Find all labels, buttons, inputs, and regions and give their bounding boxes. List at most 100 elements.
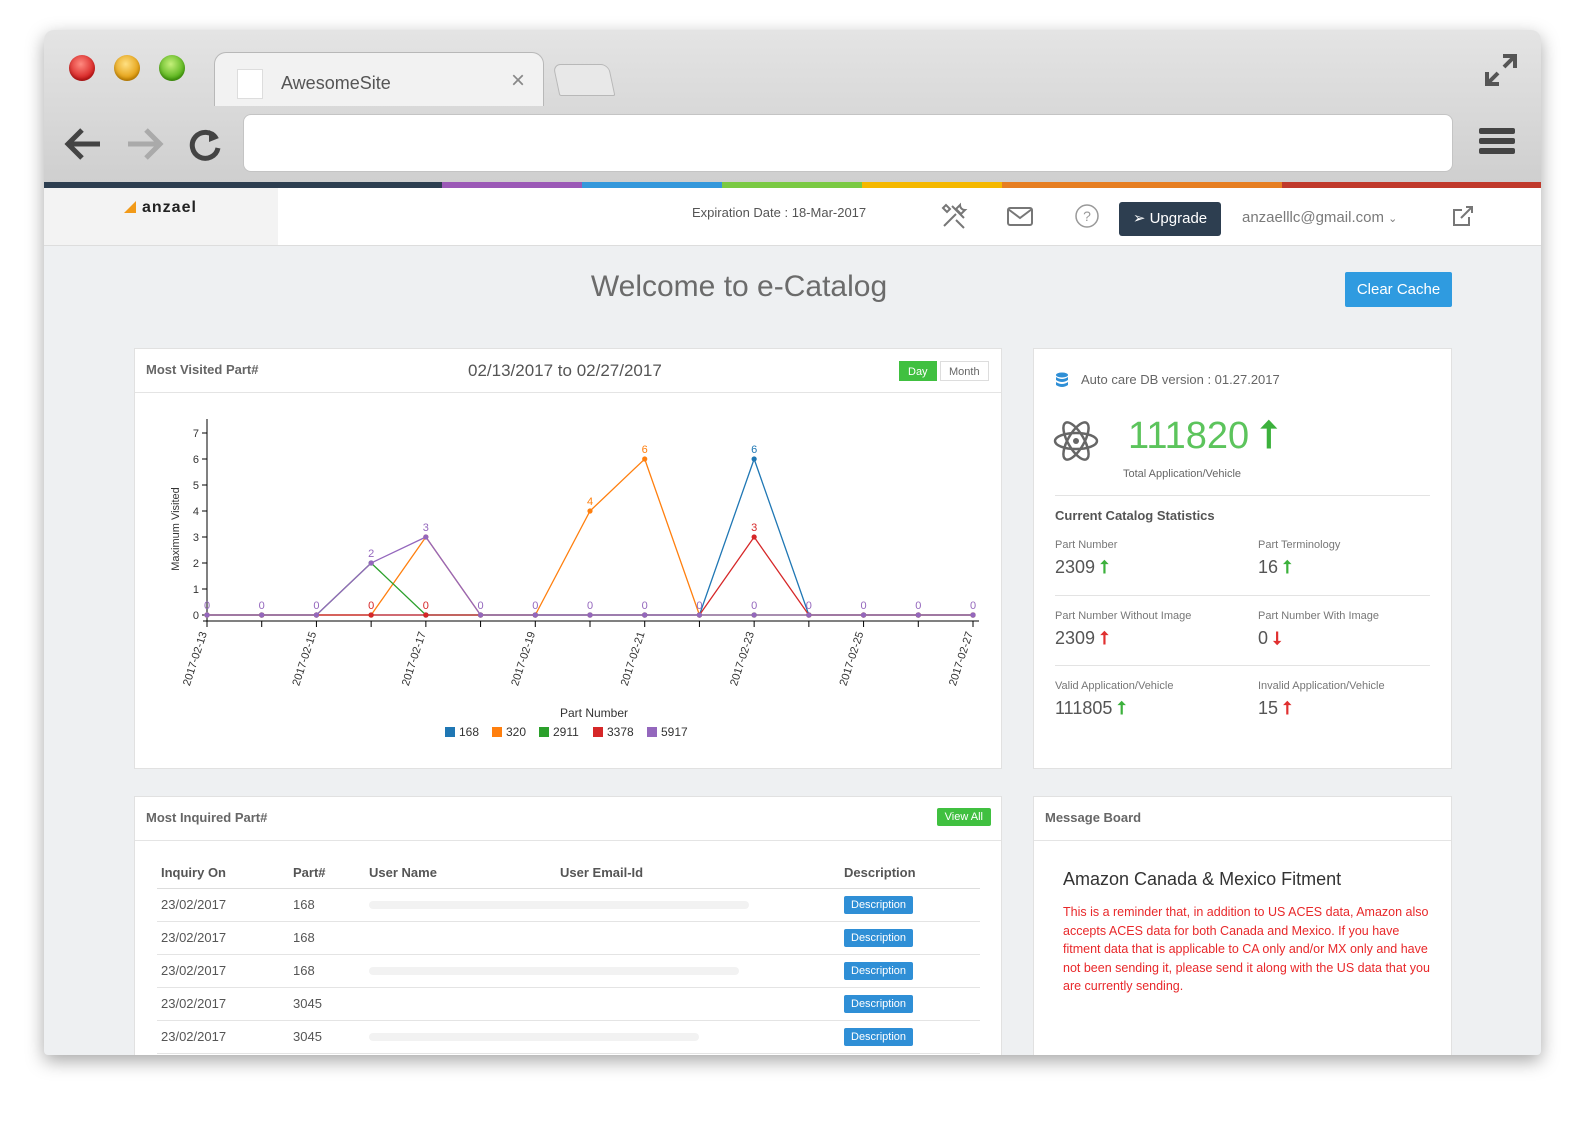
data-point-5917	[587, 612, 593, 618]
arrow-down-icon: ⭣	[1273, 628, 1282, 648]
browser-window: AwesomeSite × an	[44, 30, 1541, 1055]
card-header: Message Board	[1034, 797, 1451, 841]
day-toggle[interactable]: Day	[899, 361, 937, 381]
description-button[interactable]: Description	[844, 961, 914, 980]
data-point-5917	[860, 612, 867, 618]
browser-menu-icon[interactable]	[1479, 128, 1515, 160]
most-inquired-card: Most Inquired Part# View All Inquiry On …	[134, 796, 1002, 1055]
data-label: 0	[861, 600, 867, 612]
accent-color-strip	[44, 182, 1541, 188]
back-icon[interactable]	[64, 126, 104, 162]
table-row: 23/02/2017 168 Description	[157, 888, 980, 922]
anzael-logo[interactable]: anzael	[124, 199, 197, 217]
card-title: Most Inquired Part#	[146, 810, 268, 825]
user-menu[interactable]: anzaelllc@gmail.com ⌄	[1242, 209, 1398, 226]
y-tick-label: 5	[193, 480, 199, 492]
address-bar[interactable]	[243, 114, 1453, 172]
part-number: 168	[289, 954, 365, 988]
forward-icon[interactable]	[124, 126, 164, 162]
stat-with-image: Part Number With Image 0 ⭣	[1258, 610, 1380, 648]
message-board-card: Message Board Amazon Canada & Mexico Fit…	[1033, 796, 1452, 1055]
data-point-5917	[532, 612, 538, 618]
legend-label-168: 168	[459, 725, 479, 739]
x-axis-label: Part Number	[560, 706, 628, 720]
data-point-3378	[368, 612, 374, 618]
data-label: 4	[587, 496, 593, 508]
data-label: 6	[751, 444, 757, 456]
data-point-5917	[915, 612, 921, 618]
legend-label-5917: 5917	[661, 725, 688, 739]
data-label: 3	[423, 522, 429, 534]
total-application-label: Total Application/Vehicle	[1123, 468, 1242, 480]
tab-title: AwesomeSite	[281, 73, 391, 93]
y-tick-label: 7	[193, 428, 199, 440]
description-button[interactable]: Description	[844, 1027, 914, 1046]
data-label: 0	[587, 600, 593, 612]
reload-icon[interactable]	[185, 126, 225, 162]
data-point-5917	[751, 612, 757, 618]
description-button[interactable]: Description	[844, 928, 914, 947]
inquiry-date: 23/02/2017	[157, 1020, 289, 1054]
part-number: 3045	[289, 987, 365, 1021]
y-axis-label: Maximum Visited	[170, 487, 182, 571]
inquiry-date: 23/02/2017	[157, 954, 289, 988]
mail-icon[interactable]	[1006, 202, 1034, 230]
data-point-5917	[259, 612, 265, 618]
data-label: 0	[806, 600, 812, 612]
data-label: 0	[532, 600, 538, 612]
card-title: Most Visited Part#	[146, 362, 259, 377]
browser-tab[interactable]: AwesomeSite ×	[214, 52, 544, 106]
atom-icon	[1053, 421, 1099, 461]
table-row: 23/02/2017 3045 Description	[157, 987, 980, 1021]
tab-close-icon[interactable]: ×	[510, 67, 525, 94]
redacted-user	[365, 1020, 840, 1054]
y-tick-label: 1	[193, 584, 199, 596]
legend-label-2911: 2911	[553, 725, 579, 739]
data-label: 0	[642, 600, 648, 612]
message-heading: Amazon Canada & Mexico Fitment	[1063, 869, 1342, 889]
minimize-window-button[interactable]	[114, 55, 140, 81]
fullscreen-icon[interactable]	[1483, 52, 1519, 88]
view-all-button[interactable]: View All	[936, 808, 991, 826]
redacted-user	[365, 921, 840, 955]
maximize-window-button[interactable]	[159, 55, 185, 81]
column-header[interactable]: User Name	[365, 857, 556, 889]
data-point-5917	[204, 612, 210, 618]
column-header[interactable]: Part#	[289, 857, 365, 889]
data-label: 0	[313, 600, 319, 612]
stat-without-image: Part Number Without Image 2309 ⭡	[1055, 610, 1192, 648]
description-button[interactable]: Description	[844, 994, 914, 1013]
description-button[interactable]: Description	[844, 895, 914, 914]
x-tick-label: 2017-02-27	[947, 630, 976, 687]
data-label: 0	[915, 600, 921, 612]
close-window-button[interactable]	[69, 55, 95, 81]
most-visited-card: Most Visited Part# 02/13/2017 to 02/27/2…	[134, 348, 1002, 769]
data-point-5917	[806, 612, 812, 618]
data-point-5917	[423, 534, 429, 540]
data-point-320	[587, 508, 593, 514]
column-header[interactable]: Inquiry On	[157, 857, 289, 889]
data-point-5917	[477, 612, 484, 618]
upgrade-button[interactable]: ➢ Upgrade	[1119, 202, 1221, 236]
new-tab-button[interactable]	[552, 64, 616, 96]
data-point-3378	[751, 534, 757, 540]
data-point-5917	[696, 612, 703, 618]
tools-icon[interactable]	[940, 202, 968, 230]
column-header[interactable]: User Email-Id	[556, 857, 840, 889]
column-header[interactable]: Description	[840, 857, 980, 889]
part-number: 168	[289, 888, 365, 922]
y-tick-label: 4	[193, 506, 199, 518]
help-icon[interactable]: ?	[1073, 202, 1101, 230]
stat-part-number: Part Number 2309 ⭡	[1055, 539, 1118, 577]
x-tick-label: 2017-02-13	[181, 630, 210, 687]
external-link-icon[interactable]	[1448, 202, 1476, 230]
data-point-5917	[642, 612, 648, 618]
month-toggle[interactable]: Month	[940, 361, 989, 381]
x-tick-label: 2017-02-25	[838, 630, 867, 687]
total-application-value: 111820 ⭡	[1128, 415, 1278, 457]
legend-swatch-2911	[539, 727, 549, 737]
clear-cache-button[interactable]: Clear Cache	[1345, 272, 1452, 307]
data-label: 0	[478, 600, 484, 612]
data-label: 0	[696, 600, 702, 612]
section-title: Current Catalog Statistics	[1055, 508, 1215, 523]
